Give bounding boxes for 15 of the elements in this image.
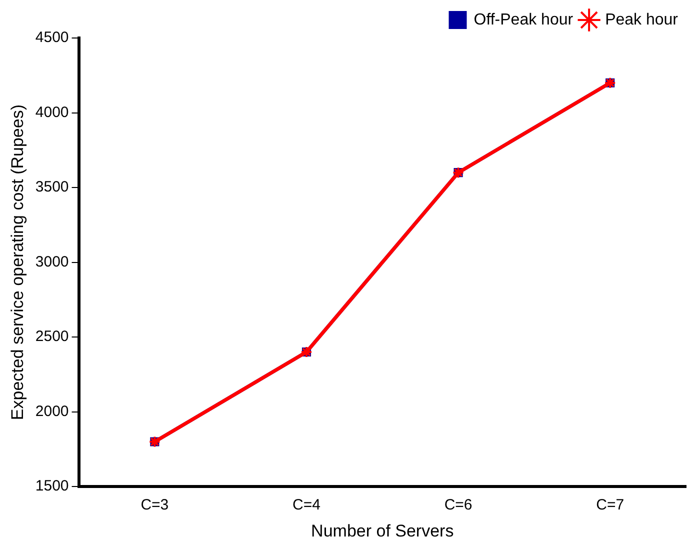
y-axis-title: Expected service operating cost (Rupees) [8,104,27,420]
legend-label: Peak hour [605,11,679,28]
x-tick-label: C=6 [444,496,472,514]
x-axis-title: Number of Servers [311,521,454,540]
x-tick-label: C=3 [140,496,169,514]
y-tick-label: 4500 [35,29,69,46]
x-tick-label: C=4 [292,496,320,514]
x-tick-label: C=7 [596,496,624,514]
y-tick-label: 2000 [35,402,69,420]
y-tick-label: 4000 [35,104,69,121]
y-tick-label: 2500 [35,328,69,346]
y-tick-label: 1500 [35,478,69,495]
y-tick-label: 3500 [35,178,69,196]
y-tick-label: 3000 [35,253,69,270]
legend-label: Off-Peak hour [474,11,574,28]
